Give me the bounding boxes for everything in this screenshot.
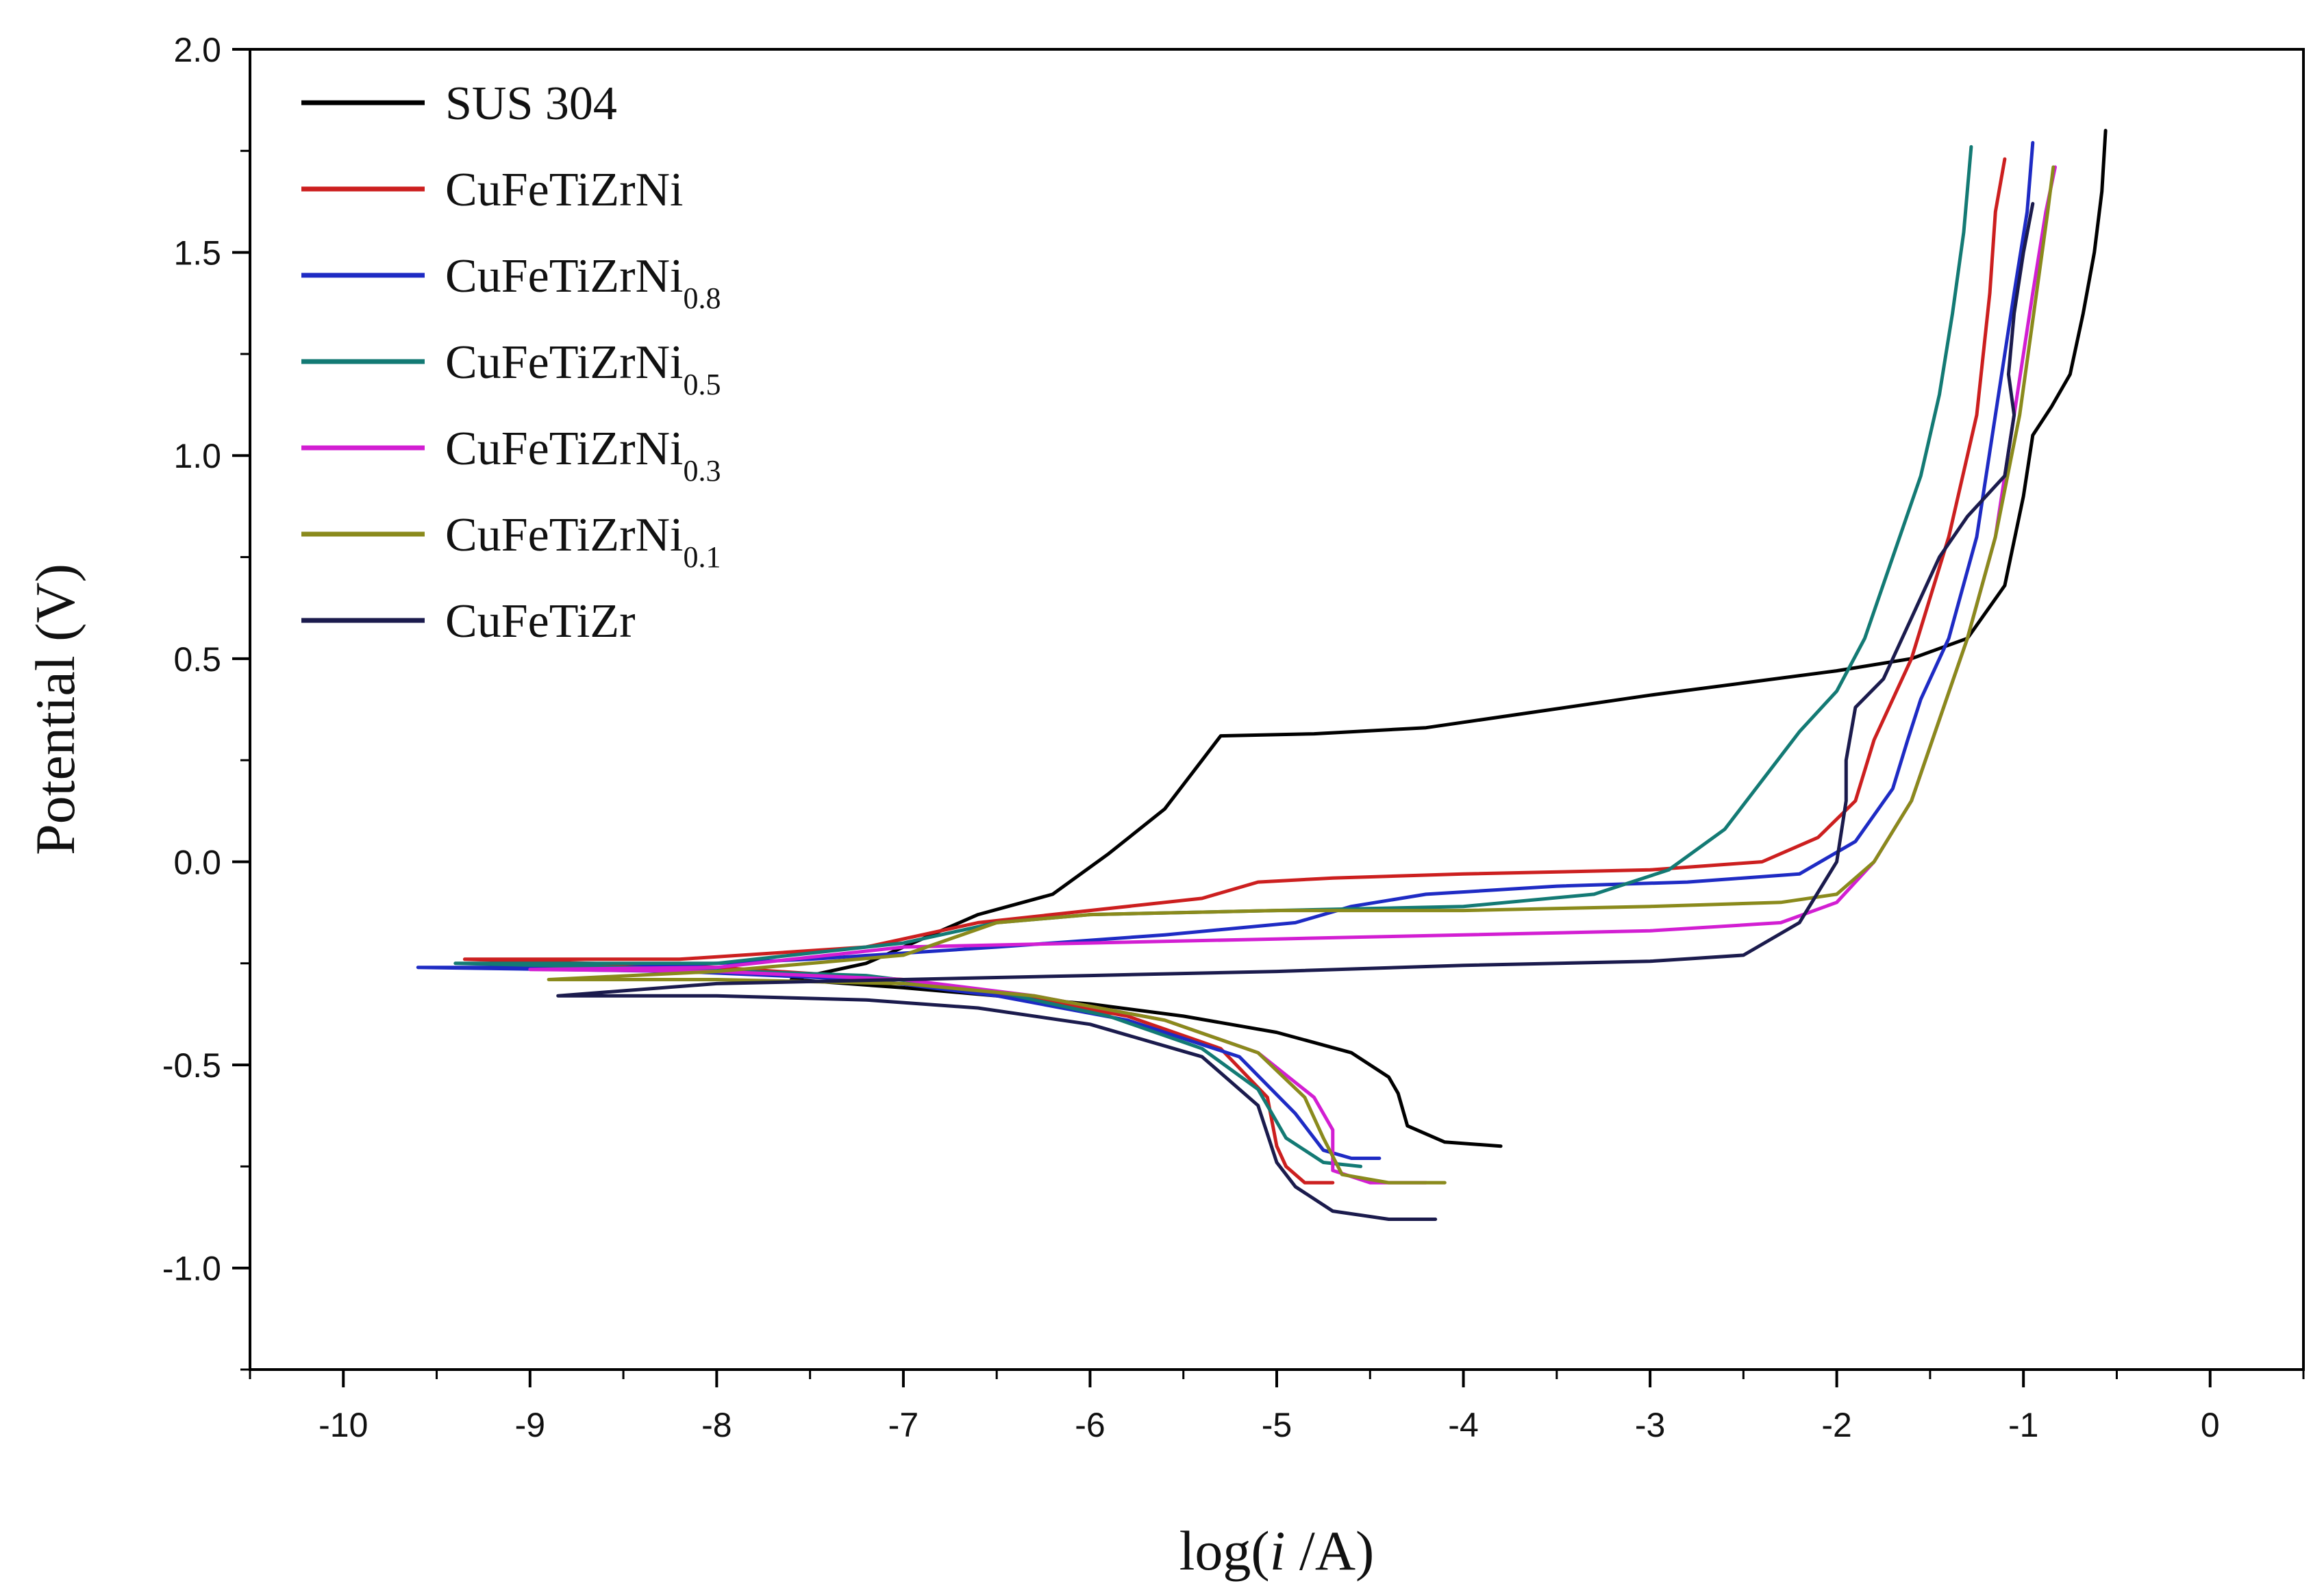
legend-label-subscript: 0.1 (684, 540, 721, 574)
legend-label-3: CuFeTiZrNi0.8 (445, 250, 721, 315)
y-axis-title: Potential (V) (24, 564, 86, 855)
series-lines (416, 129, 2108, 1221)
series-line-2 (462, 157, 2007, 1185)
legend-label-subscript: 0.3 (684, 454, 721, 488)
legend-label-main: CuFeTiZrNi (445, 423, 684, 475)
legend-label-main: CuFeTiZrNi (445, 336, 684, 389)
legend-label-subscript: 0.8 (684, 281, 721, 315)
x-tick-label: -10 (318, 1406, 368, 1444)
legend-label-main: CuFeTiZr (445, 595, 636, 648)
y-tick-label: 1.0 (173, 437, 221, 475)
legend-label-2: CuFeTiZrNi (445, 164, 684, 216)
legend-label-5: CuFeTiZrNi0.3 (445, 423, 721, 488)
plot-frame (249, 48, 2305, 1371)
x-tick-label: -4 (1448, 1406, 1478, 1444)
x-tick-label: -8 (701, 1406, 732, 1444)
legend-label-6: CuFeTiZrNi0.1 (445, 509, 721, 574)
x-axis-title-italic: i (1270, 1520, 1286, 1582)
legend-label-subscript: 0.5 (684, 368, 721, 401)
y-tick-label: -1.0 (162, 1250, 221, 1288)
series-line-1 (789, 129, 2108, 1148)
series-line-3 (416, 140, 2035, 1160)
legend-label-main: CuFeTiZrNi (445, 164, 684, 216)
series-line-7 (556, 201, 2035, 1221)
legend-label-main: SUS 304 (445, 77, 617, 130)
y-tick-label: 0.0 (173, 843, 221, 881)
legend-label-4: CuFeTiZrNi0.5 (445, 336, 721, 401)
x-tick-label: -9 (515, 1406, 545, 1444)
y-tick-label: 0.5 (173, 640, 221, 679)
x-tick-label: -2 (1821, 1406, 1851, 1444)
y-tick-label: 2.0 (173, 31, 221, 69)
y-tick-label: 1.5 (173, 234, 221, 273)
x-tick-label: -5 (1262, 1406, 1292, 1444)
x-tick-label: -1 (2008, 1406, 2038, 1444)
legend-label-1: SUS 304 (445, 77, 617, 130)
series-line-6 (547, 165, 2056, 1185)
tick-labels: -10 -9 -8 -7 -6 -5 -4 -3 -2 -1 0-1.0-0.50.00.51.01… (162, 31, 2220, 1444)
axes-ticks (232, 48, 2305, 1387)
x-axis-title-prefix: log( (1179, 1520, 1270, 1582)
x-tick-label: -7 (888, 1406, 919, 1444)
x-tick-label: 0 (2201, 1406, 2220, 1444)
x-axis-title-suffix: /A) (1286, 1520, 1375, 1582)
legend: SUS 304CuFeTiZrNiCuFeTiZrNi0.8CuFeTiZrNi… (301, 77, 721, 648)
x-tick-label: -3 (1635, 1406, 1665, 1444)
legend-label-main: CuFeTiZrNi (445, 509, 684, 562)
legend-label-main: CuFeTiZrNi (445, 250, 684, 303)
x-axis-title: log(i /A) (1179, 1520, 1375, 1582)
legend-label-7: CuFeTiZr (445, 595, 636, 648)
y-tick-label: -0.5 (162, 1046, 221, 1085)
x-tick-label: -6 (1075, 1406, 1105, 1444)
